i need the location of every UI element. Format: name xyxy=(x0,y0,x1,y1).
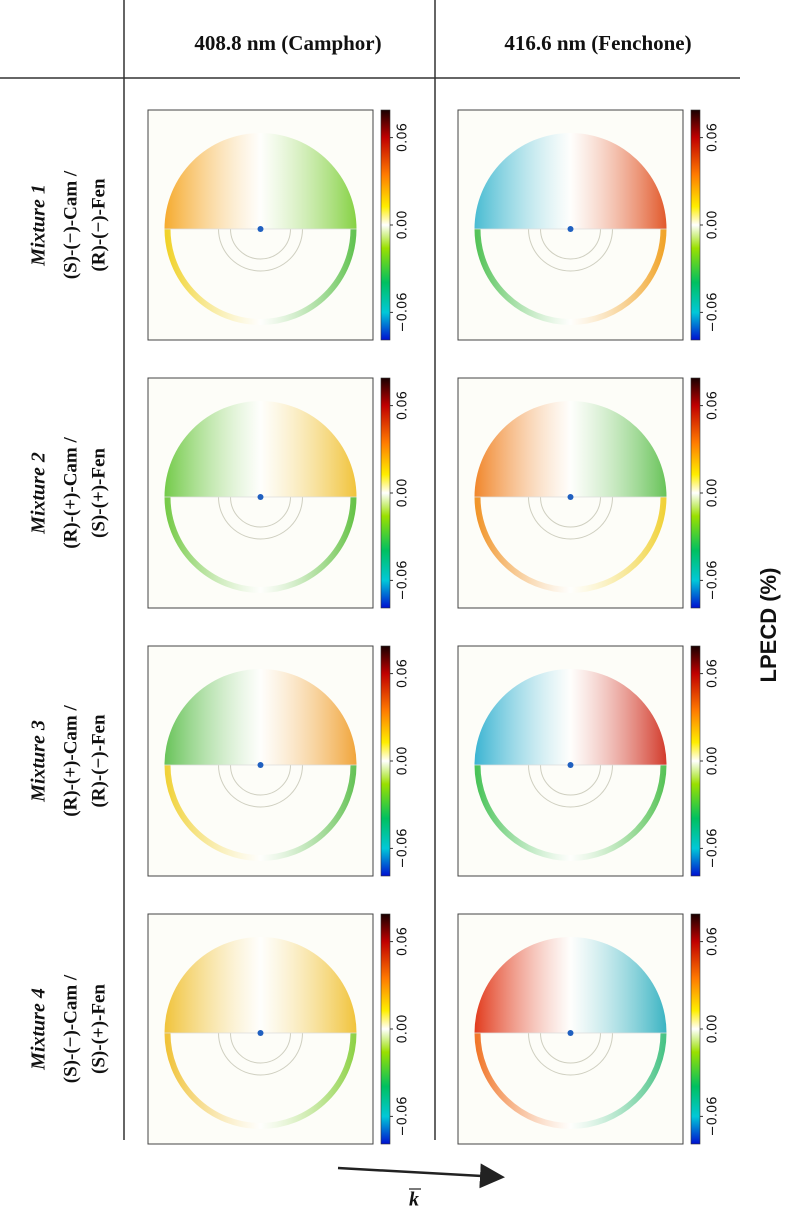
colorbar-tick-label: −0.06 xyxy=(396,560,411,600)
row-label: (R)-(+)-Cam / xyxy=(60,704,81,816)
colorbar-tick-label: 0.06 xyxy=(396,927,411,956)
lower-ring xyxy=(474,496,667,593)
center-spot xyxy=(567,494,574,500)
lower-ring xyxy=(474,764,667,861)
center-spot xyxy=(567,762,574,768)
column-header: 408.8 nm (Camphor) xyxy=(194,31,381,55)
inner-arc xyxy=(528,496,613,540)
inner-arc xyxy=(540,764,601,796)
upper-hemisphere xyxy=(164,401,357,497)
colorbar xyxy=(690,913,701,1145)
lower-ring xyxy=(474,1032,667,1129)
colorbar-tick-label: −0.06 xyxy=(706,828,721,868)
inner-arc xyxy=(230,764,291,796)
inner-arc xyxy=(230,228,291,260)
colorbar xyxy=(380,109,391,341)
axis-label: LPECD (%) xyxy=(756,568,781,683)
inner-arc xyxy=(540,496,601,528)
inner-arc xyxy=(540,1032,601,1064)
arrow-label: k xyxy=(409,1189,419,1211)
inner-arc xyxy=(218,1032,303,1076)
inner-arc xyxy=(230,1032,291,1064)
lower-ring xyxy=(164,496,357,593)
colorbar-tick-label: 0.00 xyxy=(396,747,411,776)
colorbar-tick-label: 0.00 xyxy=(706,211,721,240)
row-label: (S)-(+)-Fen xyxy=(88,984,109,1074)
colorbar-tick-label: −0.06 xyxy=(396,292,411,332)
colorbar-tick-label: 0.00 xyxy=(706,1015,721,1044)
inner-arc xyxy=(528,1032,613,1076)
colorbar-tick-label: −0.06 xyxy=(706,560,721,600)
colorbar xyxy=(690,645,701,877)
colorbar xyxy=(380,645,391,877)
colorbar-tick-label: 0.06 xyxy=(396,391,411,420)
inner-arc xyxy=(218,228,303,272)
inner-arc xyxy=(218,496,303,540)
lower-ring xyxy=(474,228,667,325)
column-header: 416.6 nm (Fenchone) xyxy=(504,31,691,55)
k-arrow xyxy=(337,1163,505,1189)
colorbar-tick-label: −0.06 xyxy=(396,828,411,868)
colorbar-tick-label: 0.06 xyxy=(396,123,411,152)
center-spot xyxy=(257,1030,264,1036)
lower-ring xyxy=(164,764,357,861)
colorbar-tick-label: −0.06 xyxy=(706,292,721,332)
colorbar-tick-label: 0.06 xyxy=(706,927,721,956)
upper-hemisphere xyxy=(164,133,357,229)
row-label: (R)-(−)-Fen xyxy=(88,714,109,808)
upper-hemisphere xyxy=(474,401,667,497)
upper-hemisphere xyxy=(474,133,667,229)
row-label: Mixture 4 xyxy=(28,988,50,1071)
colorbar-tick-label: 0.06 xyxy=(706,659,721,688)
colorbar-tick-label: 0.06 xyxy=(706,123,721,152)
row-label: (S)-(+)-Fen xyxy=(88,448,109,538)
row-label: (S)-(−)-Cam / xyxy=(60,170,81,279)
inner-arc xyxy=(230,496,291,528)
upper-hemisphere xyxy=(164,669,357,765)
upper-hemisphere xyxy=(474,669,667,765)
colorbar-tick-label: −0.06 xyxy=(706,1096,721,1136)
colorbar-tick-label: 0.00 xyxy=(396,479,411,508)
colorbar-tick-label: −0.06 xyxy=(396,1096,411,1136)
row-label: (R)-(+)-Cam / xyxy=(60,436,81,548)
lower-ring xyxy=(164,1032,357,1129)
colorbar-tick-label: 0.06 xyxy=(396,659,411,688)
colorbar-tick-label: 0.00 xyxy=(706,747,721,776)
colorbar-tick-label: 0.06 xyxy=(706,391,721,420)
colorbar xyxy=(380,913,391,1145)
colorbar-tick-label: 0.00 xyxy=(706,479,721,508)
upper-hemisphere xyxy=(164,937,357,1033)
center-spot xyxy=(567,226,574,232)
center-spot xyxy=(567,1030,574,1036)
colorbar-tick-label: 0.00 xyxy=(396,1015,411,1044)
inner-arc xyxy=(528,764,613,808)
row-label: Mixture 3 xyxy=(28,720,50,803)
colorbar xyxy=(380,377,391,609)
inner-arc xyxy=(528,228,613,272)
colorbar xyxy=(690,109,701,341)
center-spot xyxy=(257,226,264,232)
center-spot xyxy=(257,762,264,768)
center-spot xyxy=(257,494,264,500)
row-label: (R)-(−)-Fen xyxy=(88,178,109,272)
colorbar xyxy=(690,377,701,609)
row-label: (S)-(−)-Cam / xyxy=(60,974,81,1083)
row-label: Mixture 2 xyxy=(28,452,50,535)
inner-arc xyxy=(540,228,601,260)
colorbar-tick-label: 0.00 xyxy=(396,211,411,240)
row-label: Mixture 1 xyxy=(28,184,50,267)
upper-hemisphere xyxy=(474,937,667,1033)
lower-ring xyxy=(164,228,357,325)
inner-arc xyxy=(218,764,303,808)
